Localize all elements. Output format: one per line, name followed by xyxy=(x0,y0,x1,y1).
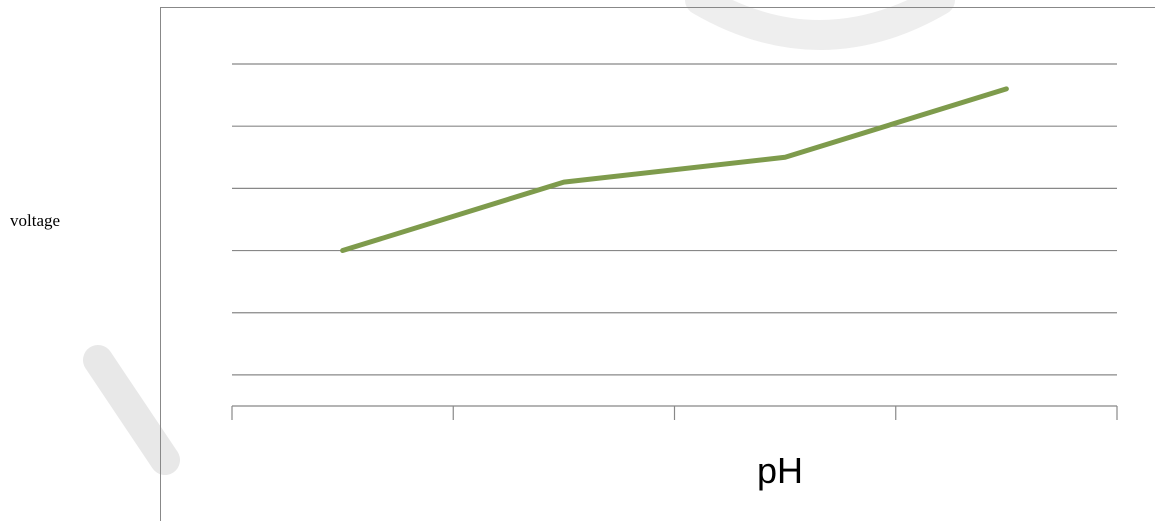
x-axis-label: pH xyxy=(757,450,804,491)
chart-frame xyxy=(160,7,1155,521)
series-line xyxy=(340,86,1009,254)
y-axis-label: voltage xyxy=(10,211,61,230)
